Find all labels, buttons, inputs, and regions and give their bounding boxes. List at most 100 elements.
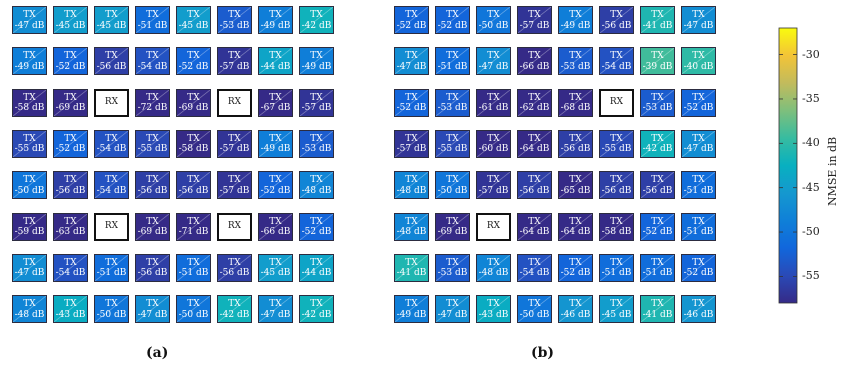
tx-label: TX [569, 10, 582, 20]
nmse-value: -50 dB [478, 20, 509, 31]
nmse-value: -57 dB [519, 20, 550, 31]
nmse-value: -56 dB [601, 185, 632, 196]
nmse-value: -54 dB [137, 61, 168, 72]
tx-label: TX [487, 133, 500, 144]
nmse-value: -54 dB [96, 144, 127, 155]
nmse-value: -42 dB [642, 144, 673, 155]
rx-cell: RX [217, 88, 252, 117]
nmse-value: -52 dB [683, 103, 714, 114]
tx-label: TX [64, 92, 77, 103]
colorbar-label: NMSE in dB [826, 136, 839, 206]
tx-cell: TX -72 dB [135, 88, 170, 117]
tx-label: TX [610, 299, 623, 310]
tx-label: TX [405, 51, 418, 62]
nmse-value: -57 dB [301, 103, 332, 114]
tx-cell: TX -55 dB [135, 129, 170, 158]
tx-label: TX [23, 10, 36, 20]
nmse-value: -45 dB [260, 268, 291, 279]
nmse-value: -55 dB [137, 144, 168, 155]
tx-label: TX [528, 175, 541, 186]
nmse-value: -53 dB [301, 144, 332, 155]
tx-label: TX [269, 10, 282, 20]
tx-label: TX [487, 299, 500, 310]
colorbar-tick-label: -30 [802, 47, 820, 61]
nmse-value: -55 dB [437, 144, 468, 155]
tx-label: TX [228, 299, 241, 310]
tx-cell: TX -41 dB [640, 6, 675, 34]
nmse-value: -50 dB [14, 185, 45, 196]
nmse-value: -41 dB [642, 20, 673, 31]
nmse-value: -44 dB [260, 61, 291, 72]
tx-cell: TX -47 dB [258, 295, 293, 324]
tx-label: TX [651, 51, 664, 62]
tx-label: TX [528, 216, 541, 227]
tx-cell: TX -41 dB [640, 295, 675, 324]
tx-label: TX [146, 299, 159, 310]
nmse-value: -43 dB [478, 309, 509, 320]
tx-label: TX [446, 10, 459, 20]
tx-label: TX [187, 216, 200, 227]
tx-cell: TX -56 dB [53, 171, 88, 200]
tx-cell: TX -47 dB [394, 47, 429, 76]
nmse-value: -58 dB [14, 103, 45, 114]
nmse-value: -69 dB [55, 103, 86, 114]
tx-cell: TX -54 dB [94, 129, 129, 158]
tx-label: TX [446, 257, 459, 268]
nmse-value: -45 dB [601, 309, 632, 320]
tx-label: TX [487, 51, 500, 62]
nmse-value: -72 dB [137, 103, 168, 114]
tx-label: TX [228, 133, 241, 144]
nmse-value: -54 dB [96, 185, 127, 196]
nmse-value: -50 dB [178, 309, 209, 320]
nmse-value: -57 dB [219, 185, 250, 196]
tx-label: TX [310, 299, 323, 310]
nmse-value: -47 dB [260, 309, 291, 320]
tx-cell: TX -53 dB [217, 6, 252, 34]
nmse-value: -57 dB [478, 185, 509, 196]
tx-label: TX [569, 216, 582, 227]
tx-label: TX [310, 257, 323, 268]
tx-cell: TX -48 dB [476, 253, 511, 282]
tx-label: TX [187, 175, 200, 186]
nmse-value: -47 dB [396, 61, 427, 72]
nmse-value: -47 dB [683, 20, 714, 31]
nmse-value: -64 dB [560, 227, 591, 237]
panel-label-b: (b) [531, 345, 555, 361]
nmse-value: -48 dB [301, 185, 332, 196]
nmse-value: -42 dB [301, 309, 332, 320]
tx-cell: TX -54 dB [517, 253, 552, 282]
tx-label: TX [23, 133, 36, 144]
tx-cell: TX -43 dB [53, 295, 88, 324]
tx-label: TX [528, 92, 541, 103]
nmse-value: -49 dB [396, 309, 427, 320]
tx-cell: TX -56 dB [135, 171, 170, 200]
tx-cell: TX -42 dB [640, 129, 675, 158]
tx-label: TX [310, 133, 323, 144]
tx-cell: TX -53 dB [558, 47, 593, 76]
nmse-value: -53 dB [437, 103, 468, 114]
nmse-value: -71 dB [178, 227, 209, 237]
nmse-value: -58 dB [601, 227, 632, 237]
nmse-value: -48 dB [478, 268, 509, 279]
rx-cell: RX [94, 88, 129, 117]
rx-label: RX [227, 96, 242, 107]
tx-cell: TX -48 dB [299, 171, 334, 200]
nmse-value: -42 dB [301, 20, 332, 31]
tx-label: TX [569, 175, 582, 186]
tx-label: TX [528, 51, 541, 62]
nmse-value: -53 dB [560, 61, 591, 72]
nmse-value: -45 dB [178, 20, 209, 31]
rx-label: RX [104, 96, 119, 107]
nmse-value: -47 dB [14, 20, 45, 31]
tx-label: TX [64, 10, 77, 20]
rx-label: RX [227, 220, 242, 231]
tx-label: TX [228, 51, 241, 62]
tx-cell: TX -54 dB [53, 253, 88, 282]
nmse-value: -51 dB [683, 185, 714, 196]
tx-label: TX [228, 257, 241, 268]
tx-label: TX [64, 216, 77, 227]
tx-cell: TX -50 dB [435, 171, 470, 200]
nmse-value: -47 dB [14, 268, 45, 279]
tx-label: TX [23, 257, 36, 268]
